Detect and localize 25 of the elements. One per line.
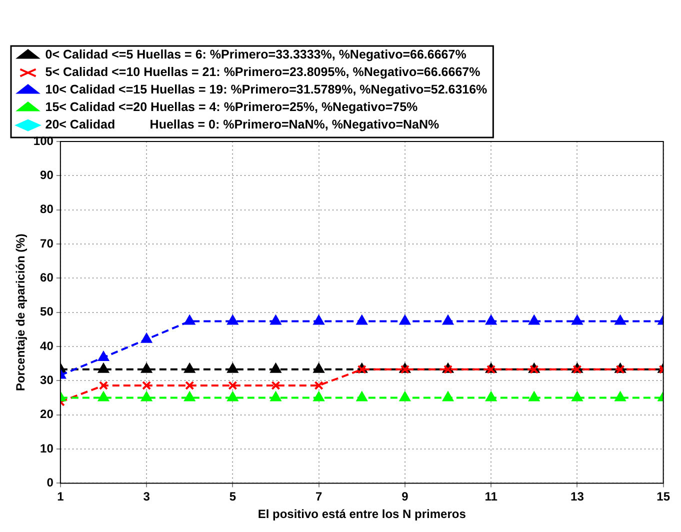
- y-tick-label: 0: [46, 476, 54, 490]
- y-tick-label: 30: [40, 373, 54, 388]
- y-tick-label: 60: [40, 270, 54, 284]
- x-axis-title: El positivo está entre los N primeros: [258, 507, 466, 522]
- y-tick-label: 20: [40, 407, 54, 422]
- y-tick-label: 10: [40, 441, 54, 456]
- legend-label: 5< Calidad <=10 Huellas = 21: %Primero=23.8095%, %Negativo=66.6667%: [45, 65, 480, 80]
- x-tick-label: 3: [143, 490, 150, 504]
- y-tick-label: 90: [40, 168, 54, 182]
- y-tick-label: 50: [40, 304, 54, 319]
- x-tick-label: 7: [315, 490, 322, 504]
- y-tick-label: 70: [40, 236, 54, 250]
- x-tick-label: 1: [57, 490, 64, 504]
- x-tick-label: 13: [570, 490, 584, 504]
- legend-label: 10< Calidad <=15 Huellas = 19: %Primero=31.5789%, %Negativo=52.6316%: [45, 82, 488, 97]
- legend-label: 0< Calidad <=5 Huellas = 6: %Primero=33.3333%, %Negativo=66.6667%: [45, 48, 466, 62]
- x-tick-label: 11: [484, 490, 498, 504]
- x-tick-label: 15: [656, 490, 670, 504]
- y-tick-label: 80: [40, 202, 54, 216]
- x-tick-label: 9: [402, 490, 409, 504]
- legend-label: 15< Calidad <=20 Huellas = 4: %Primero=25%, %Negativo=75%: [45, 100, 418, 114]
- y-tick-label: 40: [40, 338, 54, 353]
- x-tick-label: 5: [229, 490, 236, 504]
- legend-label: 20< Calidad Huellas = 0: %Primero=NaN%, %Negativo=NaN%: [45, 118, 440, 132]
- y-axis-title: Porcentaje de aparición (%): [14, 234, 28, 392]
